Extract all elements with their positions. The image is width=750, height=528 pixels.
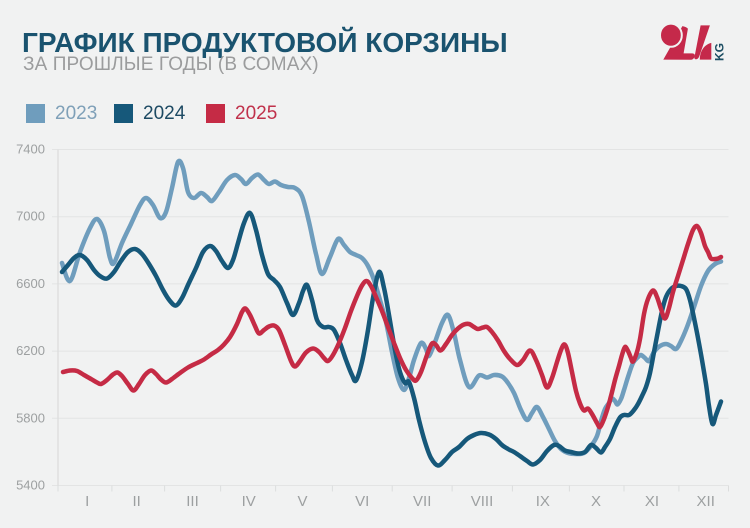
svg-text:7000: 7000: [16, 209, 45, 224]
svg-text:I: I: [85, 493, 89, 510]
svg-text:VI: VI: [355, 493, 369, 510]
svg-text:XII: XII: [697, 493, 715, 510]
svg-text:VII: VII: [413, 493, 431, 510]
svg-text:7400: 7400: [16, 142, 45, 157]
svg-text:5400: 5400: [16, 478, 45, 493]
svg-text:KG: KG: [712, 43, 726, 61]
svg-text:6200: 6200: [16, 343, 45, 358]
svg-text:II: II: [133, 493, 141, 510]
svg-text:6600: 6600: [16, 276, 45, 291]
svg-text:V: V: [297, 493, 307, 510]
svg-text:X: X: [591, 493, 601, 510]
svg-text:IX: IX: [536, 493, 550, 510]
svg-text:XI: XI: [645, 493, 659, 510]
svg-text:IV: IV: [242, 493, 256, 510]
svg-text:III: III: [186, 493, 199, 510]
svg-text:5800: 5800: [16, 410, 45, 425]
svg-text:VIII: VIII: [471, 493, 494, 510]
